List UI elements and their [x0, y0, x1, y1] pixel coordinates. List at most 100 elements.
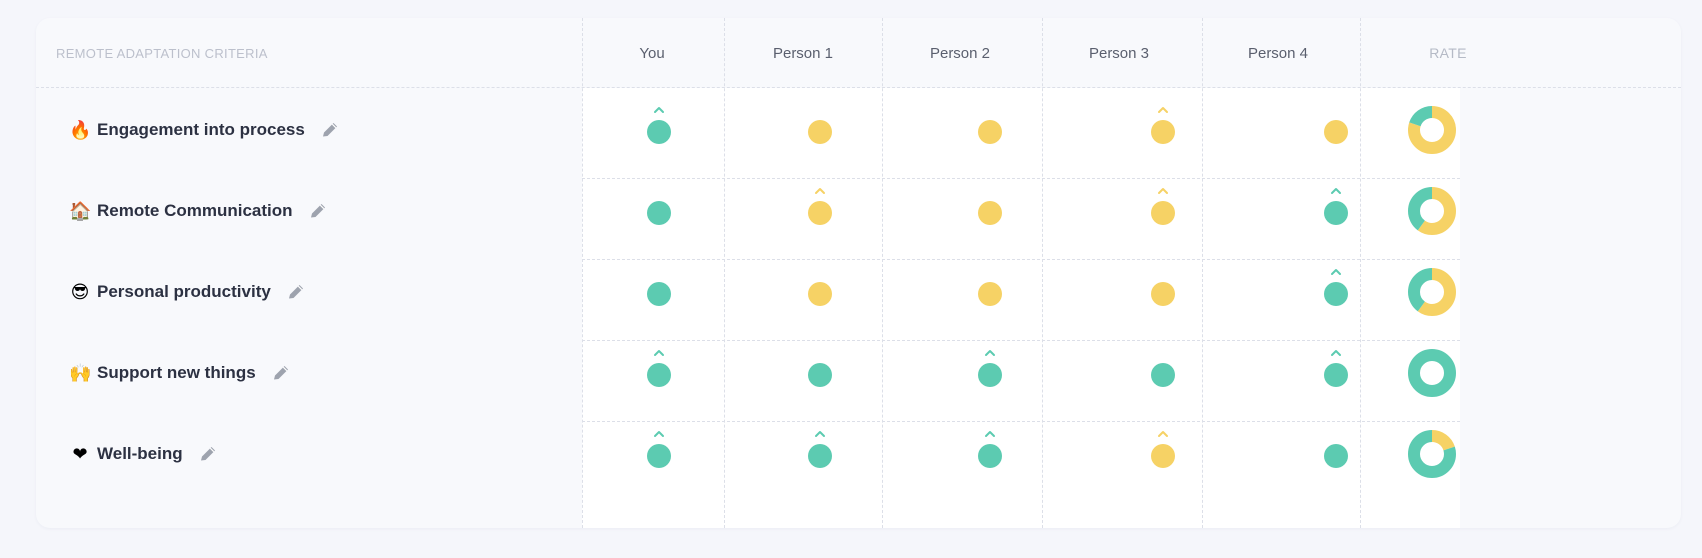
rate-donut-chart: [1408, 106, 1456, 154]
chevron-up-icon: [1331, 188, 1341, 194]
rate-donut-chart: [1408, 268, 1456, 316]
column-header-you: You: [639, 45, 665, 62]
rate-donut-chart: [1408, 430, 1456, 478]
chevron-up-icon: [1158, 431, 1168, 437]
rating-cell-person-1[interactable]: [790, 425, 850, 469]
pencil-icon[interactable]: [270, 362, 292, 384]
yellow-rating-dot[interactable]: [808, 282, 832, 306]
rating-cell-person-3[interactable]: [1133, 344, 1193, 388]
chevron-up-icon: [1331, 269, 1341, 275]
donut-green-segment: [1408, 349, 1456, 397]
rating-cell-person-2[interactable]: [960, 182, 1020, 226]
rating-cell-you[interactable]: [629, 425, 689, 469]
chevron-up-icon: [654, 431, 664, 437]
rating-cell-person-2[interactable]: [960, 425, 1020, 469]
green-rating-dot[interactable]: [647, 444, 671, 468]
yellow-rating-dot[interactable]: [978, 282, 1002, 306]
rating-cell-person-1[interactable]: [790, 101, 850, 145]
criterion-name: Support new things: [97, 363, 256, 382]
rating-cell-person-3[interactable]: [1133, 425, 1193, 469]
rating-cell-person-3[interactable]: [1133, 182, 1193, 226]
criterion-emoji: 🏠: [69, 200, 92, 222]
criterion-name: Personal productivity: [97, 282, 271, 301]
rating-cell-person-4[interactable]: [1306, 182, 1366, 226]
green-rating-dot[interactable]: [1324, 282, 1348, 306]
rating-cell-person-4[interactable]: [1306, 344, 1366, 388]
yellow-rating-dot[interactable]: [808, 201, 832, 225]
donut-green-segment: [1408, 430, 1456, 478]
column-divider: [724, 18, 725, 528]
donut-green-segment: [1408, 268, 1456, 316]
ratings-panel: [582, 88, 1460, 528]
chevron-up-icon: [985, 350, 995, 356]
chevron-up-icon: [1158, 188, 1168, 194]
chevron-up-icon: [654, 350, 664, 356]
criterion-name: Well-being: [97, 444, 183, 463]
green-rating-dot[interactable]: [1324, 363, 1348, 387]
rating-cell-you[interactable]: [629, 182, 689, 226]
green-rating-dot[interactable]: [978, 444, 1002, 468]
row-divider: [582, 259, 1460, 260]
rating-cell-person-4[interactable]: [1306, 425, 1366, 469]
rating-cell-person-2[interactable]: [960, 263, 1020, 307]
chevron-up-icon: [1158, 107, 1168, 113]
rating-cell-you[interactable]: [629, 344, 689, 388]
green-rating-dot[interactable]: [647, 120, 671, 144]
column-header-person-1: Person 1: [772, 45, 834, 62]
donut-green-segment: [1408, 106, 1456, 154]
row-divider: [582, 421, 1460, 422]
header-divider: [36, 87, 1681, 88]
rating-cell-person-1[interactable]: [790, 263, 850, 307]
rating-cell-you[interactable]: [629, 263, 689, 307]
column-divider: [1042, 18, 1043, 528]
green-rating-dot[interactable]: [1151, 363, 1175, 387]
chevron-up-icon: [1331, 350, 1341, 356]
donut-green-segment: [1408, 187, 1456, 235]
chevron-up-icon: [985, 431, 995, 437]
rating-cell-person-2[interactable]: [960, 101, 1020, 145]
green-rating-dot[interactable]: [647, 201, 671, 225]
criterion-label: 🙌 Support new things: [69, 358, 292, 388]
yellow-rating-dot[interactable]: [978, 201, 1002, 225]
green-rating-dot[interactable]: [647, 282, 671, 306]
yellow-rating-dot[interactable]: [1324, 120, 1348, 144]
rating-cell-person-3[interactable]: [1133, 101, 1193, 145]
green-rating-dot[interactable]: [808, 363, 832, 387]
criteria-column-header: REMOTE ADAPTATION CRITERIA: [56, 46, 268, 61]
yellow-rating-dot[interactable]: [1151, 120, 1175, 144]
yellow-rating-dot[interactable]: [1151, 444, 1175, 468]
criterion-label: 🔥 Engagement into process: [69, 115, 341, 145]
rating-cell-person-3[interactable]: [1133, 263, 1193, 307]
rating-cell-person-1[interactable]: [790, 344, 850, 388]
column-header-person-4: Person 4: [1247, 45, 1309, 62]
green-rating-dot[interactable]: [808, 444, 832, 468]
criterion-label: ❤ Well-being: [69, 439, 219, 469]
row-divider: [582, 340, 1460, 341]
green-rating-dot[interactable]: [1324, 201, 1348, 225]
rating-cell-you[interactable]: [629, 101, 689, 145]
column-header-person-3: Person 3: [1088, 45, 1150, 62]
green-rating-dot[interactable]: [647, 363, 671, 387]
pencil-icon[interactable]: [197, 443, 219, 465]
rating-cell-person-1[interactable]: [790, 182, 850, 226]
green-rating-dot[interactable]: [978, 363, 1002, 387]
yellow-rating-dot[interactable]: [978, 120, 1002, 144]
criterion-emoji: 🔥: [69, 119, 92, 141]
pencil-icon[interactable]: [319, 119, 341, 141]
yellow-rating-dot[interactable]: [1151, 201, 1175, 225]
column-divider: [1360, 18, 1361, 528]
column-divider: [582, 18, 583, 528]
yellow-rating-dot[interactable]: [1151, 282, 1175, 306]
pencil-icon[interactable]: [307, 200, 329, 222]
rating-cell-person-4[interactable]: [1306, 263, 1366, 307]
rating-cell-person-4[interactable]: [1306, 101, 1366, 145]
column-header-rate: RATE: [1429, 45, 1467, 61]
green-rating-dot[interactable]: [1324, 444, 1348, 468]
yellow-rating-dot[interactable]: [808, 120, 832, 144]
criterion-name: Remote Communication: [97, 201, 293, 220]
criterion-emoji: 🙌: [69, 362, 92, 384]
pencil-icon[interactable]: [285, 281, 307, 303]
criterion-name: Engagement into process: [97, 120, 305, 139]
chevron-up-icon: [815, 188, 825, 194]
rating-cell-person-2[interactable]: [960, 344, 1020, 388]
